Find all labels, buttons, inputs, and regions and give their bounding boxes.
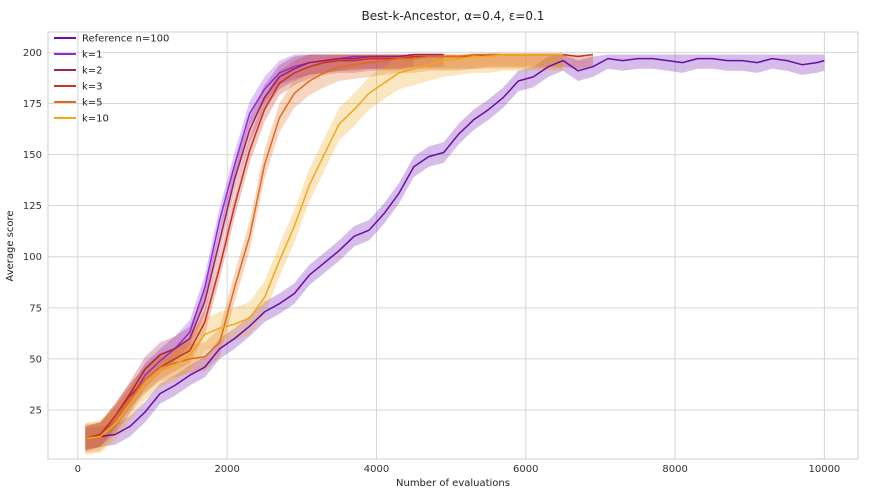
y-tick-labels: 25 50 75 100 125 150 175 200 <box>23 48 42 417</box>
y-tick-label: 100 <box>23 252 42 263</box>
x-tick-label: 0 <box>75 464 81 475</box>
y-tick-label: 175 <box>23 99 42 110</box>
x-tick-label: 6000 <box>513 464 538 475</box>
x-tick-label: 8000 <box>662 464 687 475</box>
x-tick-label: 10000 <box>808 464 840 475</box>
series-line <box>85 53 414 440</box>
legend-label: k=1 <box>82 50 103 61</box>
series-lines <box>85 53 825 440</box>
x-tick-label: 4000 <box>364 464 389 475</box>
series-line <box>85 53 444 440</box>
y-tick-label: 50 <box>29 354 42 365</box>
x-tick-labels: 0 2000 4000 6000 8000 10000 <box>75 464 841 475</box>
y-tick-label: 150 <box>23 150 42 161</box>
legend-label: Reference n=100 <box>82 34 169 45</box>
legend: Reference n=100 k=1 k=2 k=3 k=5 k=10 <box>54 34 169 125</box>
gridlines <box>48 32 858 459</box>
legend-label: k=3 <box>82 82 103 93</box>
series-band <box>85 54 444 451</box>
chart-title: Best-k-Ancestor, α=0.4, ε=0.1 <box>362 9 545 23</box>
y-tick-label: 200 <box>23 48 42 59</box>
y-tick-label: 125 <box>23 201 42 212</box>
x-tick-label: 2000 <box>214 464 239 475</box>
legend-label: k=2 <box>82 66 103 77</box>
y-tick-label: 75 <box>29 303 42 314</box>
y-axis-label: Average score <box>5 210 16 281</box>
series-band <box>85 54 564 455</box>
y-tick-label: 25 <box>29 405 42 416</box>
series-band <box>85 54 564 453</box>
series-line <box>85 53 564 440</box>
series-line <box>85 53 564 440</box>
legend-label: k=5 <box>82 98 103 109</box>
series-line <box>85 57 825 440</box>
legend-label: k=10 <box>82 114 109 125</box>
x-axis-label: Number of evaluations <box>396 478 510 489</box>
series-band <box>85 54 825 449</box>
